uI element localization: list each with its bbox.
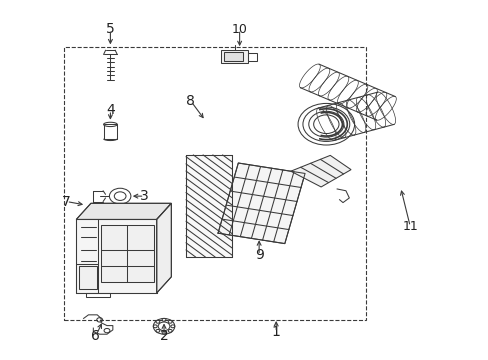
Text: 1: 1	[271, 325, 280, 339]
Text: 5: 5	[106, 22, 115, 36]
Text: 4: 4	[106, 103, 115, 117]
Text: 2: 2	[160, 329, 168, 343]
Polygon shape	[218, 163, 305, 244]
Text: 9: 9	[254, 248, 263, 262]
Bar	[79, 266, 97, 289]
Bar	[103, 125, 117, 139]
Text: 11: 11	[402, 220, 417, 233]
Bar	[64, 47, 366, 320]
Text: 8: 8	[186, 94, 195, 108]
Bar	[101, 225, 154, 282]
Polygon shape	[290, 156, 350, 187]
Text: 6: 6	[91, 329, 100, 343]
Polygon shape	[76, 203, 171, 220]
Polygon shape	[157, 203, 171, 293]
Text: 7: 7	[62, 194, 71, 208]
Text: 3: 3	[140, 189, 149, 203]
Bar	[185, 155, 232, 257]
Bar	[224, 52, 242, 61]
Polygon shape	[76, 220, 157, 293]
Bar	[247, 53, 256, 60]
Text: 10: 10	[231, 23, 247, 36]
Bar	[221, 50, 247, 63]
